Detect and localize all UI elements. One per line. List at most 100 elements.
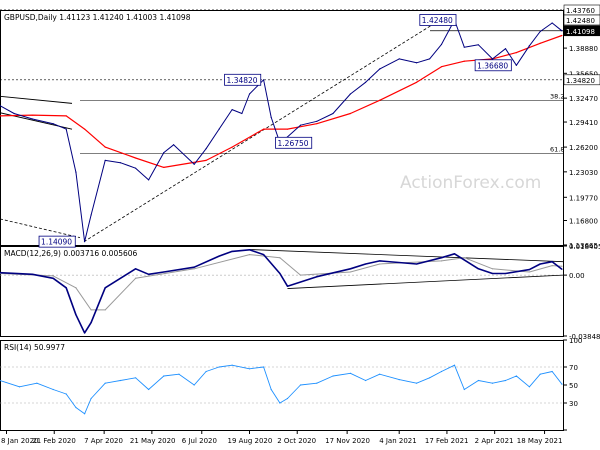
fib-label: 38.2	[550, 93, 564, 101]
price-point	[491, 58, 494, 60]
rsi-point	[453, 364, 456, 366]
price-point	[205, 148, 207, 150]
macd-signal-point	[134, 277, 137, 279]
rsi-point	[263, 366, 265, 368]
rsi-point	[349, 372, 351, 374]
price-point	[270, 116, 272, 119]
rsi-point	[398, 379, 400, 381]
x-tick-label: 18 May 2021	[517, 437, 563, 445]
macd-point	[263, 253, 265, 256]
macd-point	[52, 277, 54, 279]
price-y-tick-label: 1.13665	[569, 242, 598, 250]
price-annotation-label: 1.26750	[278, 139, 309, 148]
watermark: ActionForex.com	[400, 173, 541, 193]
price-point	[398, 58, 400, 60]
price-point	[463, 46, 465, 48]
macd-trend-line	[249, 249, 564, 263]
sma-point	[205, 159, 207, 161]
rsi-point	[90, 397, 92, 400]
macd-point	[148, 273, 150, 275]
price-annotation-box	[38, 235, 76, 248]
price-y-tick-label: 1.29410	[569, 119, 598, 127]
macd-point	[0, 272, 1, 274]
price-point	[551, 22, 553, 24]
x-tick-label: 4 Jan 2021	[379, 437, 417, 445]
x-tick-label: 2 Oct 2020	[277, 437, 316, 445]
sma-point	[31, 114, 34, 116]
sma-point	[349, 112, 351, 115]
price-point	[13, 112, 15, 115]
price-point	[119, 162, 122, 164]
rsi-point	[515, 375, 517, 377]
price-point	[65, 128, 67, 130]
sma-point	[163, 166, 165, 168]
macd-point	[539, 263, 541, 265]
price-point	[477, 44, 479, 46]
price-value-box-label: 1.43760	[566, 7, 595, 15]
rsi-line	[0, 364, 563, 415]
price-point	[31, 118, 34, 120]
price-point	[231, 109, 233, 111]
rsi-y-tick-label: 100	[569, 337, 582, 345]
price-point	[90, 214, 92, 216]
rsi-point	[270, 388, 272, 391]
price-point	[561, 30, 563, 32]
rsi-point	[0, 379, 1, 382]
price-point	[134, 167, 137, 169]
price-point	[515, 64, 517, 66]
macd-signal-point	[75, 287, 77, 289]
rsi-point	[415, 382, 418, 384]
rsi-point	[316, 382, 318, 384]
rsi-point	[561, 383, 563, 385]
price-header: GBPUSD,Daily 1.41123 1.41240 1.41003 1.4…	[4, 13, 191, 22]
rsi-point	[463, 388, 465, 391]
macd-header: MACD(12,26,9) 0.003716 0.005606	[4, 249, 138, 258]
rsi-point	[163, 375, 165, 377]
rsi-point	[134, 377, 137, 379]
macd-point	[440, 257, 443, 259]
sma-point	[104, 146, 106, 148]
price-point	[332, 112, 334, 115]
rsi-y-tick-label: 50	[569, 382, 578, 390]
macd-signal-point	[528, 271, 530, 273]
price-point	[415, 62, 418, 64]
x-tick-label: 8 Jan 2020	[1, 437, 39, 445]
price-value-box	[563, 74, 600, 86]
rsi-point	[539, 373, 541, 375]
rsi-point	[491, 382, 494, 384]
rsi-point	[231, 364, 233, 366]
rsi-point	[104, 382, 106, 384]
macd-point	[453, 253, 456, 255]
sma-point	[463, 60, 465, 62]
price-point	[84, 241, 86, 243]
price-value-box	[563, 14, 600, 26]
rsi-point	[440, 370, 443, 373]
price-y-tick-label: 1.19770	[569, 194, 598, 202]
sma-point	[134, 157, 137, 159]
rsi-point	[332, 375, 334, 377]
rsi-point	[279, 402, 281, 404]
sma-point	[84, 128, 86, 130]
rsi-point	[178, 373, 180, 375]
rsi-point	[193, 384, 195, 386]
macd-panel	[0, 246, 564, 337]
x-tick-label: 17 Feb 2021	[425, 437, 469, 445]
price-point	[52, 123, 54, 125]
rsi-point	[75, 406, 77, 409]
macd-signal-point	[299, 274, 302, 276]
price-point	[428, 58, 431, 60]
price-point	[0, 105, 1, 107]
price-annotation-label: 1.14090	[41, 238, 72, 247]
x-tick-label: 21 May 2020	[130, 437, 176, 445]
price-point	[528, 45, 530, 47]
macd-point	[31, 273, 34, 275]
x-tick-label: 17 Nov 2020	[325, 437, 370, 445]
price-point	[364, 81, 367, 83]
x-tick-label: 7 Apr 2020	[84, 437, 123, 445]
rsi-point	[286, 397, 289, 400]
macd-trend-line	[287, 274, 564, 289]
macd-point	[528, 268, 530, 271]
channel-line	[0, 95, 73, 104]
macd-point	[286, 285, 289, 287]
rsi-point	[52, 388, 54, 391]
